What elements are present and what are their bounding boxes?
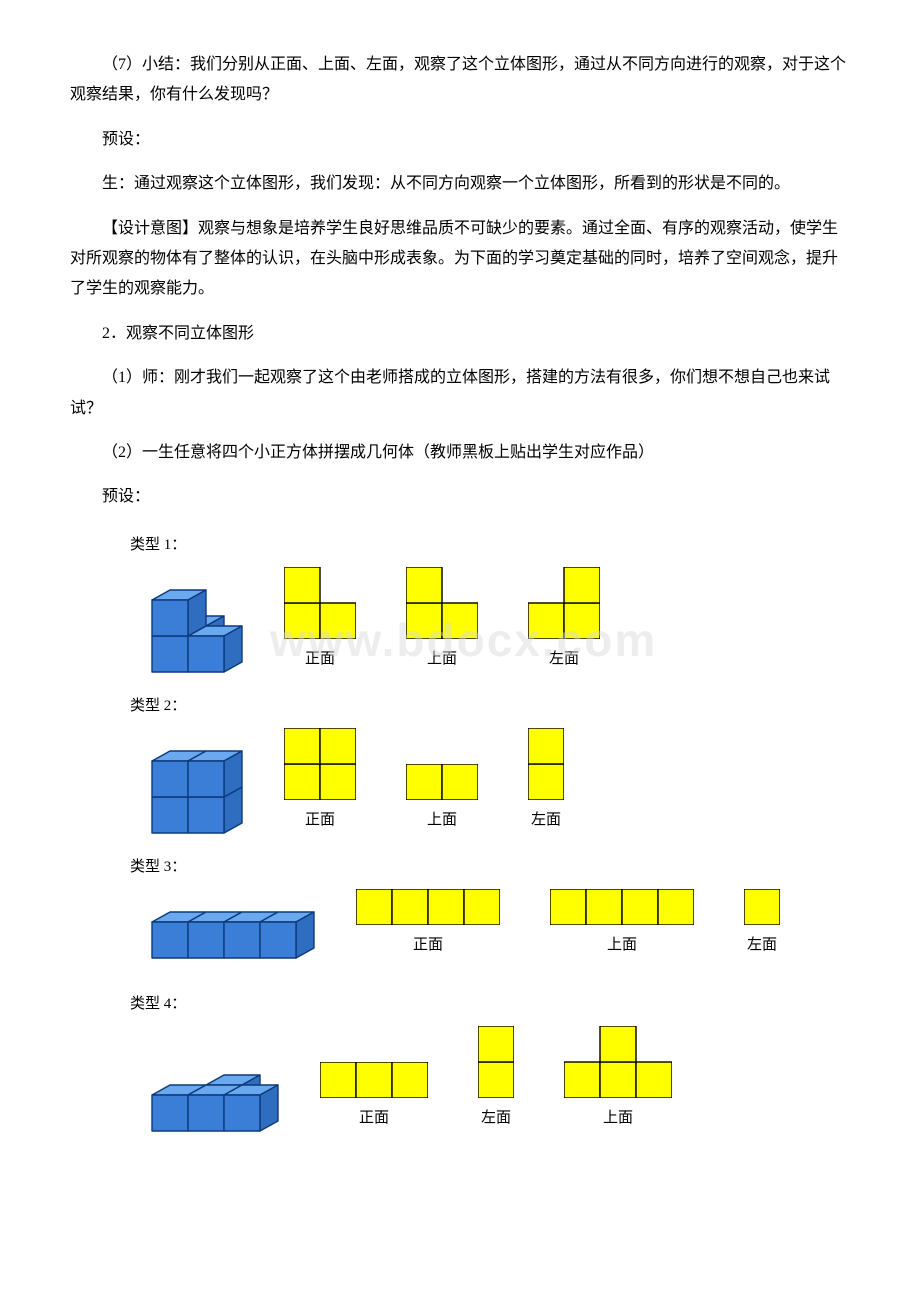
view-top: 上面	[550, 889, 694, 960]
paragraph: （7）小结：我们分别从正面、上面、左面，观察了这个立体图形，通过从不同方向进行的…	[70, 50, 850, 111]
solid-shape-2	[150, 749, 244, 835]
view-front: 正面	[284, 728, 356, 835]
view-left: 左面	[528, 567, 600, 674]
type-label-2: 类型 2：	[130, 692, 850, 721]
view-left: 左面	[528, 728, 564, 835]
view-top: 上面	[564, 1026, 672, 1133]
view-front: 正面	[320, 1062, 428, 1133]
paragraph: 2．观察不同立体图形	[70, 319, 850, 349]
view-label: 上面	[603, 1104, 633, 1133]
view-front: 正面	[284, 567, 356, 674]
view-label: 正面	[305, 645, 335, 674]
views-2: 正面 上面 左面	[284, 728, 564, 835]
views-1: 正面 上面 左面	[284, 567, 600, 674]
view-label: 左面	[481, 1104, 511, 1133]
view-label: 上面	[427, 806, 457, 835]
view-label: 上面	[607, 931, 637, 960]
paragraph: 【设计意图】观察与想象是培养学生良好思维品质不可缺少的要素。通过全面、有序的观察…	[70, 214, 850, 305]
view-left: 左面	[744, 889, 780, 960]
figure-row-1: www.bdocx.com 正面上面左面	[150, 567, 850, 674]
paragraph: 生：通过观察这个立体图形，我们发现：从不同方向观察一个立体图形，所看到的形状是不…	[70, 169, 850, 199]
view-label: 正面	[359, 1104, 389, 1133]
view-front: 正面	[356, 889, 500, 960]
view-top: 上面	[406, 764, 478, 835]
views-3: 正面 上面 左面	[356, 889, 780, 960]
figure-row-3: 正面 上面 左面	[150, 889, 850, 960]
view-top: 上面	[406, 567, 478, 674]
figure-row-4: 正面 左面 上面	[150, 1026, 850, 1133]
solid-shape-3	[150, 910, 316, 960]
view-label: 上面	[427, 645, 457, 674]
view-label: 左面	[747, 931, 777, 960]
solid-shape-4	[150, 1073, 280, 1133]
type-label-4: 类型 4：	[130, 990, 850, 1019]
view-label: 左面	[549, 645, 579, 674]
paragraph: （2）一生任意将四个小正方体拼摆成几何体（教师黑板上贴出学生对应作品）	[70, 438, 850, 468]
solid-shape-1	[150, 588, 244, 674]
view-left: 左面	[478, 1026, 514, 1133]
figure-row-2: 正面 上面 左面	[150, 728, 850, 835]
paragraph: （1）师：刚才我们一起观察了这个由老师搭成的立体图形，搭建的方法有很多，你们想不…	[70, 363, 850, 424]
paragraph: 预设：	[70, 125, 850, 155]
type-label-3: 类型 3：	[130, 853, 850, 882]
view-label: 左面	[531, 806, 561, 835]
paragraph: 预设：	[70, 482, 850, 512]
type-label-1: 类型 1：	[130, 531, 850, 560]
view-label: 正面	[305, 806, 335, 835]
views-4: 正面 左面 上面	[320, 1026, 672, 1133]
view-label: 正面	[413, 931, 443, 960]
